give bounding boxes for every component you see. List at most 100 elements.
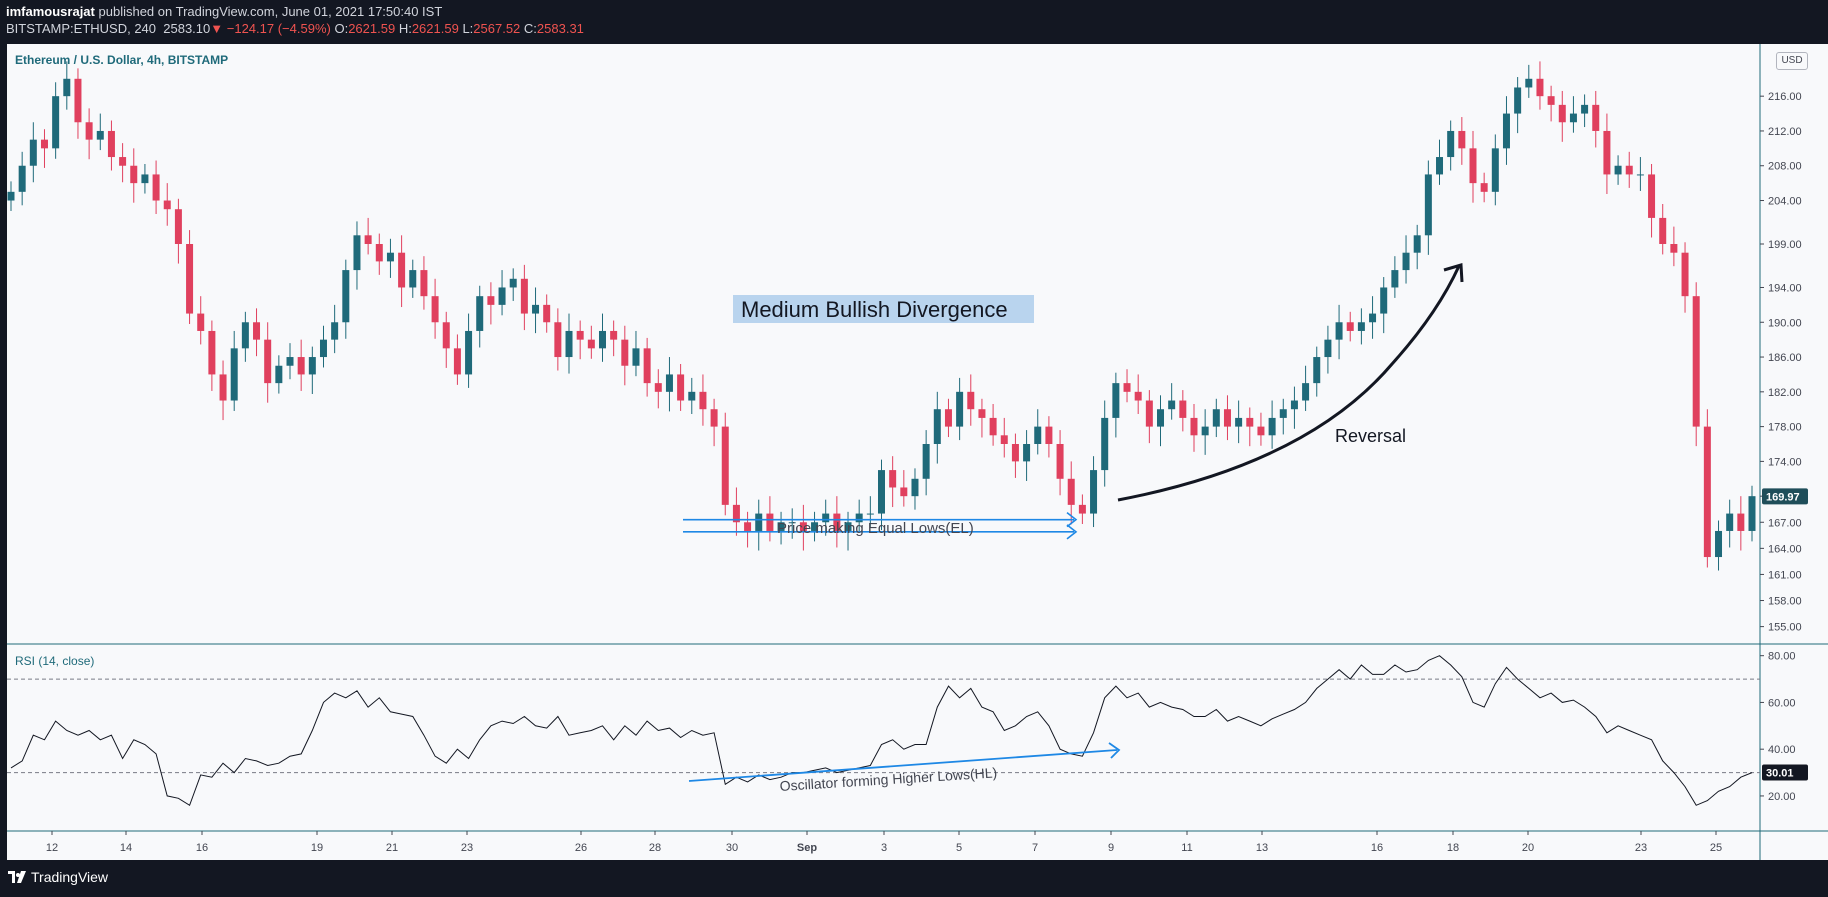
candle-body[interactable] bbox=[710, 409, 718, 427]
candle-body[interactable] bbox=[699, 391, 707, 410]
candle-body[interactable] bbox=[1034, 426, 1042, 444]
candle-body[interactable] bbox=[63, 78, 71, 97]
candle-body[interactable] bbox=[342, 270, 350, 323]
candle-body[interactable] bbox=[186, 244, 194, 314]
candle-body[interactable] bbox=[610, 330, 618, 340]
candle-body[interactable] bbox=[398, 252, 406, 288]
candle-body[interactable] bbox=[386, 252, 394, 262]
candle-body[interactable] bbox=[96, 130, 104, 140]
candle-body[interactable] bbox=[1212, 409, 1220, 427]
candle-body[interactable] bbox=[1737, 513, 1745, 531]
candle-body[interactable] bbox=[286, 357, 294, 366]
candle-body[interactable] bbox=[811, 522, 819, 531]
candle-body[interactable] bbox=[442, 322, 450, 349]
candle-body[interactable] bbox=[598, 330, 606, 349]
candle-body[interactable] bbox=[866, 513, 874, 515]
candle-body[interactable] bbox=[543, 304, 551, 323]
candle-body[interactable] bbox=[755, 513, 763, 531]
candle-body[interactable] bbox=[465, 330, 473, 375]
candle-body[interactable] bbox=[1636, 174, 1644, 176]
candle-body[interactable] bbox=[364, 235, 372, 244]
candle-body[interactable] bbox=[253, 322, 261, 340]
candle-body[interactable] bbox=[878, 470, 885, 514]
candle-body[interactable] bbox=[665, 374, 673, 392]
candle-body[interactable] bbox=[1067, 478, 1075, 505]
candle-body[interactable] bbox=[219, 374, 227, 401]
tradingview-logo[interactable]: TradingView bbox=[8, 869, 108, 885]
candle-body[interactable] bbox=[822, 513, 830, 523]
candle-body[interactable] bbox=[688, 391, 696, 401]
candle-body[interactable] bbox=[777, 522, 785, 531]
candle-body[interactable] bbox=[52, 96, 60, 149]
candle-body[interactable] bbox=[944, 409, 952, 427]
candle-body[interactable] bbox=[967, 391, 975, 410]
candle-body[interactable] bbox=[1670, 244, 1678, 253]
candle-body[interactable] bbox=[431, 296, 439, 323]
candle-body[interactable] bbox=[1268, 417, 1276, 436]
candle-body[interactable] bbox=[978, 409, 986, 418]
candle-body[interactable] bbox=[353, 235, 361, 271]
candle-body[interactable] bbox=[1313, 357, 1321, 384]
candle-body[interactable] bbox=[1168, 400, 1176, 410]
candle-body[interactable] bbox=[1045, 426, 1053, 444]
candle-body[interactable] bbox=[453, 348, 461, 375]
candle-body[interactable] bbox=[654, 383, 662, 392]
candle-body[interactable] bbox=[1491, 148, 1499, 192]
candle-body[interactable] bbox=[107, 130, 115, 158]
candle-body[interactable] bbox=[1179, 400, 1187, 418]
candle-body[interactable] bbox=[1436, 157, 1444, 175]
candle-body[interactable] bbox=[141, 174, 149, 184]
candle-body[interactable] bbox=[799, 522, 807, 531]
reversal-curve[interactable] bbox=[1117, 265, 1461, 502]
candle-body[interactable] bbox=[130, 165, 138, 184]
candle-body[interactable] bbox=[554, 322, 562, 358]
candle-body[interactable] bbox=[241, 322, 249, 349]
candle-body[interactable] bbox=[174, 209, 182, 244]
candle-body[interactable] bbox=[1078, 504, 1086, 514]
candle-body[interactable] bbox=[1190, 417, 1198, 436]
candle-body[interactable] bbox=[1257, 426, 1265, 436]
candle-body[interactable] bbox=[1480, 183, 1488, 192]
candle-body[interactable] bbox=[29, 139, 37, 166]
candle-body[interactable] bbox=[732, 504, 740, 523]
candle-body[interactable] bbox=[40, 139, 48, 149]
candle-body[interactable] bbox=[844, 522, 852, 531]
candle-body[interactable] bbox=[1391, 270, 1399, 288]
candle-body[interactable] bbox=[1369, 313, 1377, 323]
candle-body[interactable] bbox=[1748, 496, 1756, 531]
candle-body[interactable] bbox=[1380, 287, 1388, 314]
candle-body[interactable] bbox=[297, 357, 305, 375]
candle-body[interactable] bbox=[1246, 417, 1254, 427]
candle-body[interactable] bbox=[163, 200, 171, 210]
currency-badge[interactable]: USD bbox=[1776, 52, 1808, 70]
candle-body[interactable] bbox=[922, 444, 930, 479]
candle-body[interactable] bbox=[1335, 322, 1343, 340]
candle-body[interactable] bbox=[275, 365, 283, 384]
candle-body[interactable] bbox=[1726, 513, 1734, 531]
candle-body[interactable] bbox=[1023, 444, 1031, 462]
candle-body[interactable] bbox=[1000, 435, 1008, 444]
candle-body[interactable] bbox=[1536, 78, 1544, 97]
author-name[interactable]: imfamousrajat bbox=[6, 4, 95, 19]
candle-body[interactable] bbox=[956, 391, 964, 427]
candle-body[interactable] bbox=[1123, 383, 1131, 392]
candle-body[interactable] bbox=[621, 339, 629, 366]
candle-body[interactable] bbox=[766, 513, 774, 531]
candle-body[interactable] bbox=[1413, 235, 1421, 253]
higher-lows-line[interactable] bbox=[688, 749, 1118, 782]
candle-body[interactable] bbox=[576, 330, 584, 340]
candle-body[interactable] bbox=[1648, 174, 1656, 218]
candle-body[interactable] bbox=[85, 122, 93, 140]
candle-body[interactable] bbox=[1681, 252, 1689, 297]
chart-canvas[interactable]: 155.00158.00161.00164.00167.00170.00174.… bbox=[7, 44, 1828, 860]
candle-body[interactable] bbox=[744, 522, 752, 531]
candle-body[interactable] bbox=[587, 339, 595, 349]
candle-body[interactable] bbox=[1514, 87, 1522, 114]
candle-body[interactable] bbox=[420, 270, 428, 297]
candle-body[interactable] bbox=[1101, 417, 1109, 471]
candle-body[interactable] bbox=[677, 374, 685, 401]
chart-area[interactable]: 155.00158.00161.00164.00167.00170.00174.… bbox=[7, 44, 1828, 860]
candle-body[interactable] bbox=[721, 426, 729, 505]
candle-body[interactable] bbox=[1447, 130, 1455, 158]
candle-body[interactable] bbox=[1145, 400, 1153, 427]
